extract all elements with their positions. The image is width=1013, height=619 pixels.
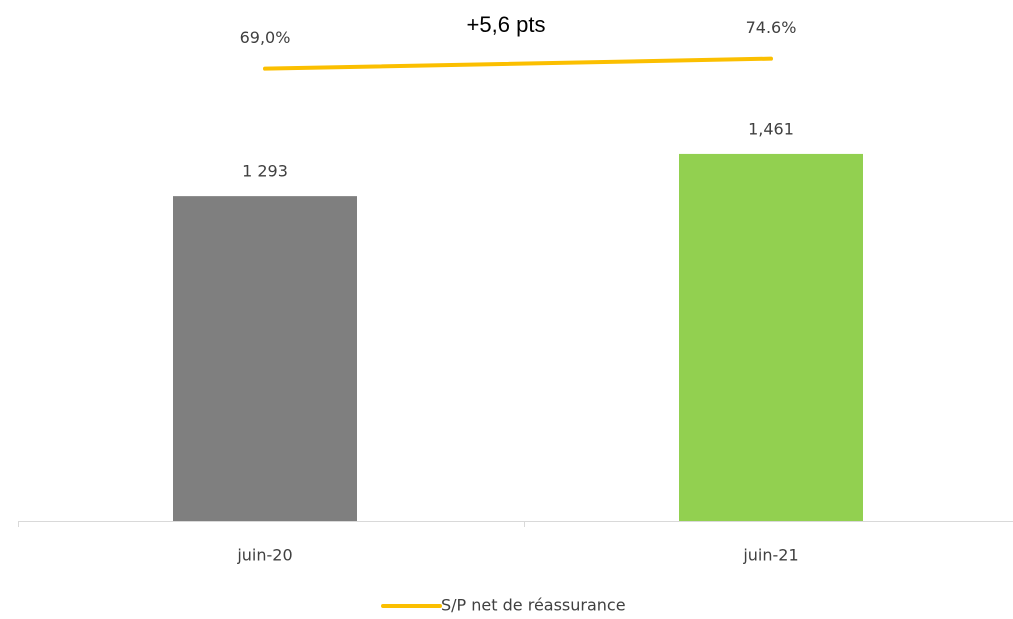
x-tick-label: juin-21 (742, 546, 798, 565)
bar (679, 153, 863, 521)
legend-label: S/P net de réassurance (441, 596, 626, 615)
data-label: 69,0% (240, 28, 291, 47)
x-tick-label: juin-20 (236, 546, 292, 565)
annotation: +5,6 pts (467, 12, 546, 37)
bar (173, 196, 357, 522)
data-label: 74.6% (746, 18, 797, 37)
data-label: 1 293 (242, 162, 288, 181)
data-label: 1,461 (748, 119, 794, 138)
line (263, 56, 773, 71)
